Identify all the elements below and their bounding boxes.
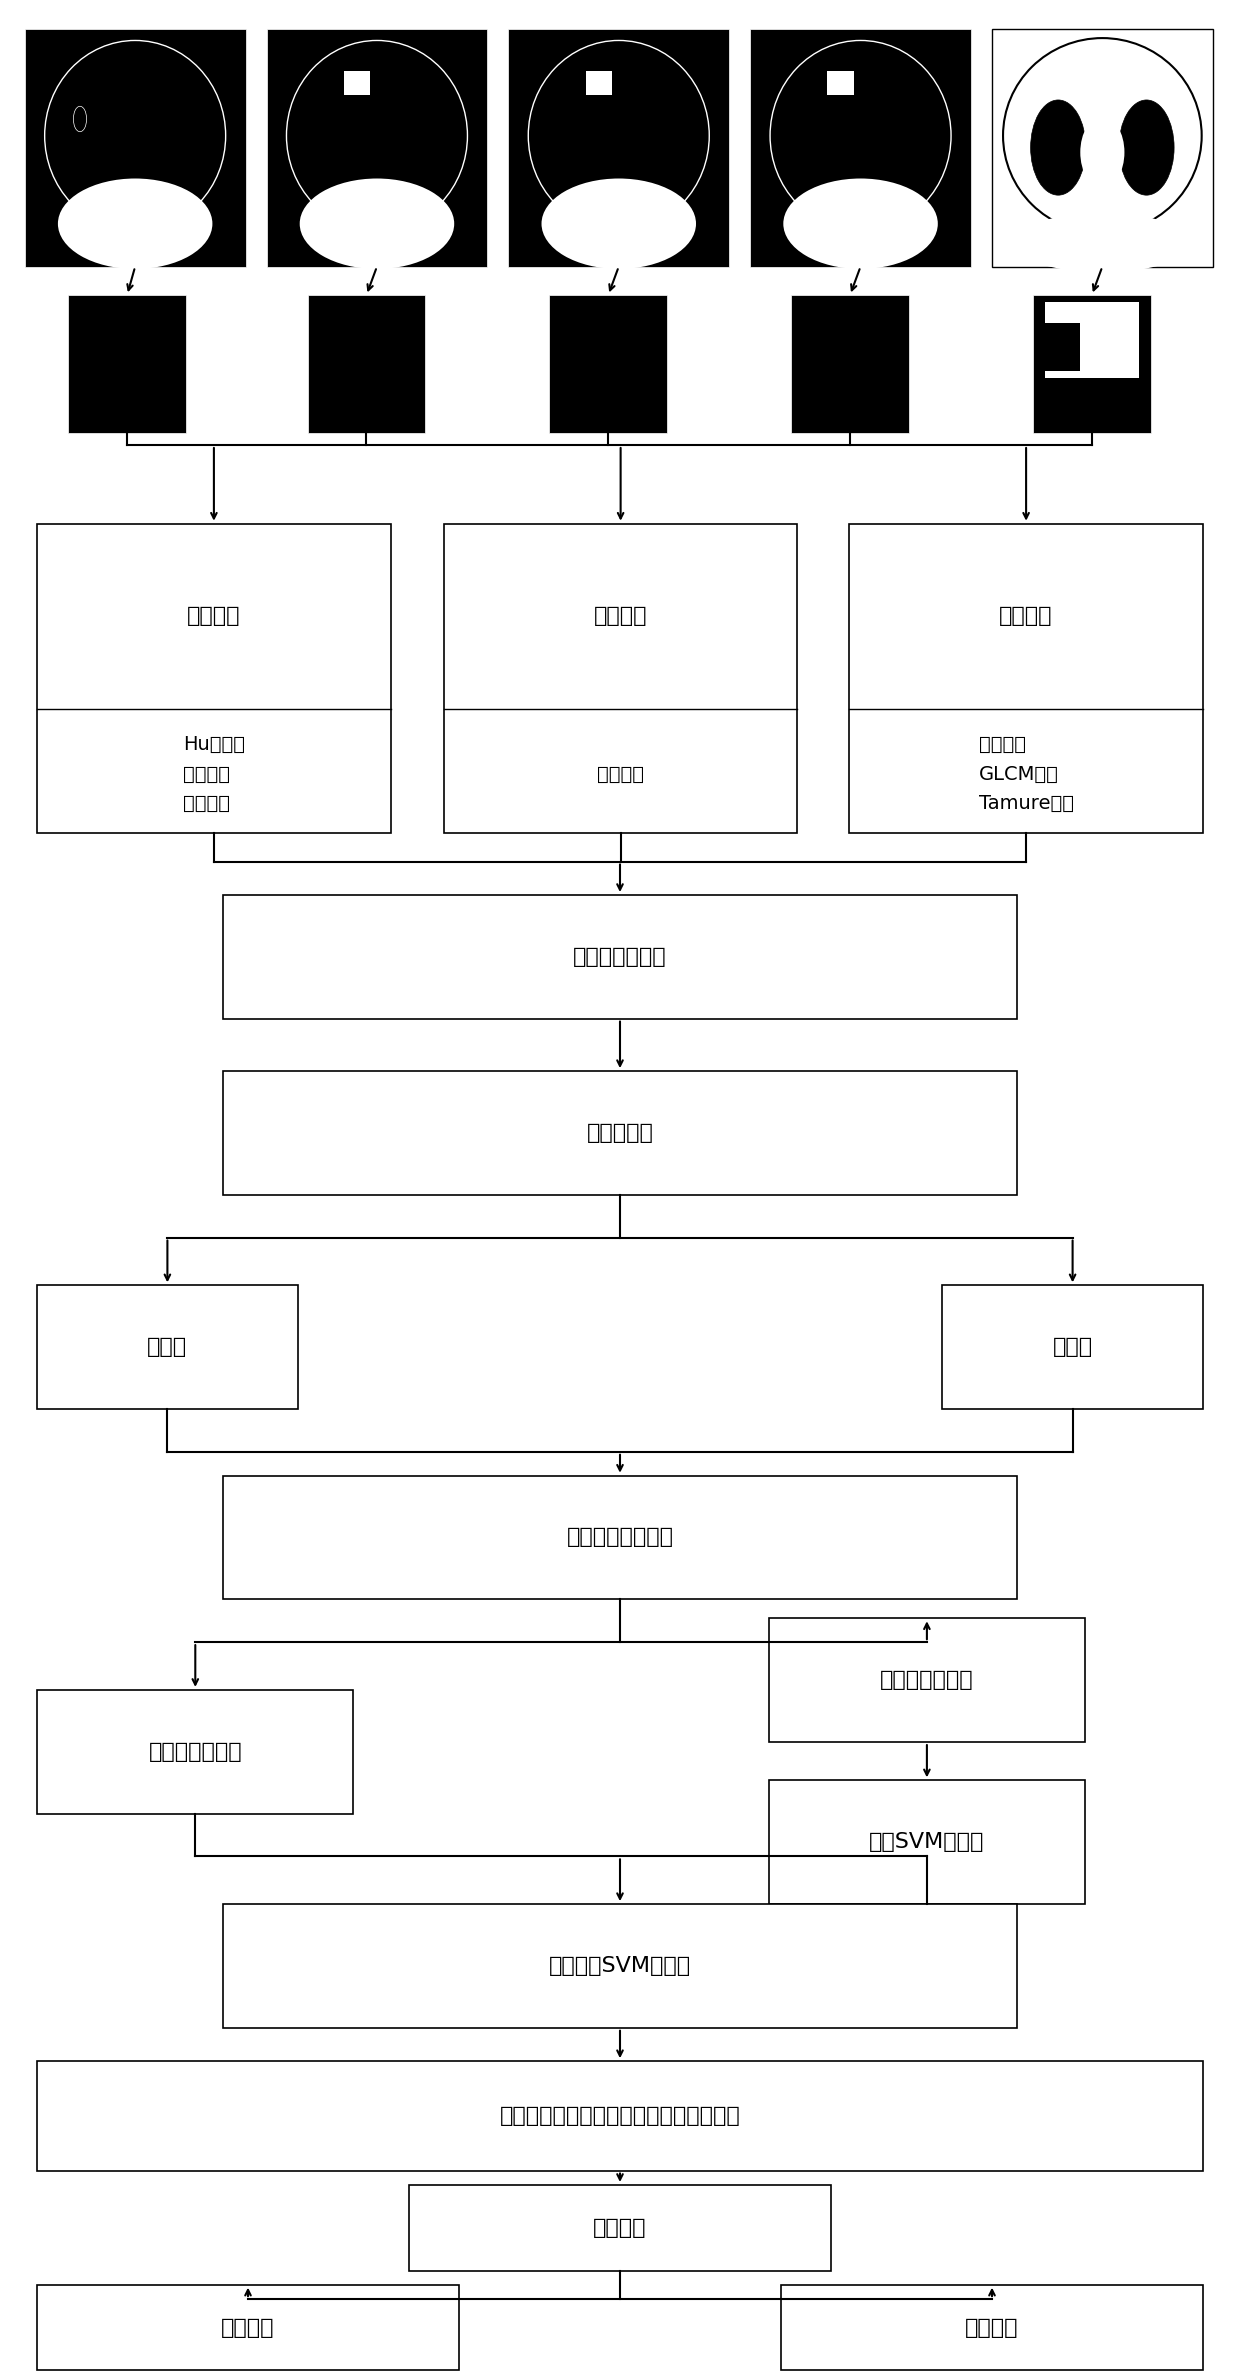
Bar — [508, 29, 729, 267]
Bar — [750, 29, 971, 267]
Bar — [223, 1476, 1017, 1599]
Text: 原始决策信息表: 原始决策信息表 — [573, 947, 667, 966]
Text: 约简后的测试集: 约简后的测试集 — [149, 1742, 242, 1761]
Bar — [223, 1904, 1017, 2028]
Text: 训练SVM分类器: 训练SVM分类器 — [869, 1833, 985, 1852]
Ellipse shape — [542, 178, 696, 269]
Bar — [1039, 324, 1080, 371]
Text: 恶性肿瘤: 恶性肿瘤 — [965, 2318, 1019, 2337]
Bar — [223, 895, 1017, 1019]
Bar — [223, 1071, 1017, 1195]
Text: 小波特征
GLCM特征
Tamure特征: 小波特征 GLCM特征 Tamure特征 — [978, 735, 1074, 814]
Bar — [37, 1690, 353, 1814]
Bar — [68, 295, 186, 433]
Bar — [409, 2185, 831, 2271]
Bar — [37, 1285, 298, 1409]
Bar — [25, 29, 246, 267]
Ellipse shape — [1014, 214, 1190, 274]
Bar — [37, 524, 391, 833]
Bar — [849, 524, 1203, 833]
Bar — [827, 71, 854, 95]
Bar — [769, 1780, 1085, 1904]
Text: 特征离散化: 特征离散化 — [587, 1123, 653, 1142]
Ellipse shape — [1118, 100, 1174, 195]
Bar — [781, 2285, 1203, 2370]
Text: 约简后的特征子集: 约简后的特征子集 — [567, 1528, 673, 1547]
Text: 分类决策: 分类决策 — [593, 2218, 647, 2237]
Ellipse shape — [58, 178, 212, 269]
Bar — [308, 295, 425, 433]
Text: 灰度特征: 灰度特征 — [594, 607, 647, 626]
Text: 约简后的训练集: 约简后的训练集 — [880, 1671, 973, 1690]
Ellipse shape — [1080, 117, 1125, 188]
Text: 训练集: 训练集 — [148, 1338, 187, 1357]
Text: Hu矩特征
角点特征
几何特征: Hu矩特征 角点特征 几何特征 — [184, 735, 244, 814]
Text: 形状特征: 形状特征 — [187, 607, 241, 626]
Bar — [992, 29, 1213, 267]
Ellipse shape — [300, 178, 454, 269]
Bar — [37, 2285, 459, 2370]
Text: 良性肿瘤: 良性肿瘤 — [221, 2318, 275, 2337]
Bar — [549, 295, 667, 433]
Text: 测试集: 测试集 — [1053, 1338, 1092, 1357]
Ellipse shape — [1003, 38, 1202, 233]
Bar — [791, 295, 909, 433]
Bar — [37, 2061, 1203, 2171]
Bar — [267, 29, 487, 267]
Bar — [942, 1285, 1203, 1409]
Bar — [444, 524, 797, 833]
Bar — [1033, 295, 1151, 433]
Bar — [585, 71, 613, 95]
Bar — [1044, 302, 1138, 378]
Text: 纹理特征: 纹理特征 — [999, 607, 1053, 626]
Bar — [343, 71, 371, 95]
Text: 训练后的SVM分类器: 训练后的SVM分类器 — [549, 1956, 691, 1975]
Text: 统计特征: 统计特征 — [598, 764, 644, 783]
Text: 约简后的特征子集和优化后的分类器模型: 约简后的特征子集和优化后的分类器模型 — [500, 2106, 740, 2125]
Bar — [769, 1618, 1085, 1742]
Ellipse shape — [784, 178, 937, 269]
Ellipse shape — [1030, 100, 1086, 195]
